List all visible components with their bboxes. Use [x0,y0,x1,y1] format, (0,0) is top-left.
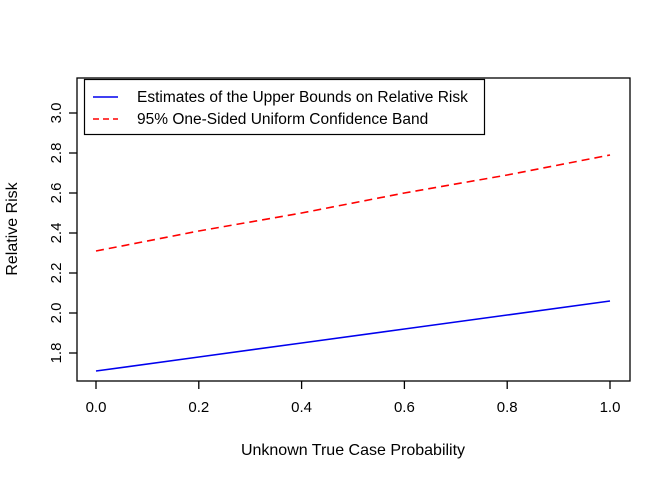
series-line-solid [95,300,611,372]
y-axis-tick-label: 2.8 [48,143,65,164]
y-axis-tick-label: 2.6 [48,183,65,204]
axes: 0.0 0.2 0.4 0.6 0.8 1.0 1.8 2.0 2.2 2.4 2.6 2.8 3.0 [48,103,620,416]
legend-box [83,78,486,136]
x-axis-tick-label: 1.0 [600,399,621,416]
x-axis-tick-label: 0.6 [394,399,415,416]
x-axis-title: Unknown True Case Probability [241,442,465,459]
y-axis-tick-label: 3.0 [48,103,65,124]
x-axis-tick-label: 0.0 [86,399,107,416]
y-axis-tick-label: 2.0 [48,303,65,324]
y-axis-title: Relative Risk [4,181,21,275]
legend-label-estimates: Estimates of the Upper Bounds on Relativ… [137,89,468,106]
x-axis-tick-label: 0.2 [188,399,209,416]
legend-label-confidence-band: 95% One-Sided Uniform Confidence Band [137,111,428,128]
data-series [95,154,611,372]
y-axis-tick-label: 2.2 [48,263,65,284]
y-axis-tick-label: 2.4 [48,223,65,244]
x-axis-tick-label: 0.4 [291,399,312,416]
x-axis-tick-label: 0.8 [497,399,518,416]
y-axis-tick-label: 1.8 [48,343,65,364]
plot-border [76,77,631,382]
legend: Estimates of the Upper Bounds on Relativ… [83,78,486,136]
series-line-dashed [95,154,611,252]
